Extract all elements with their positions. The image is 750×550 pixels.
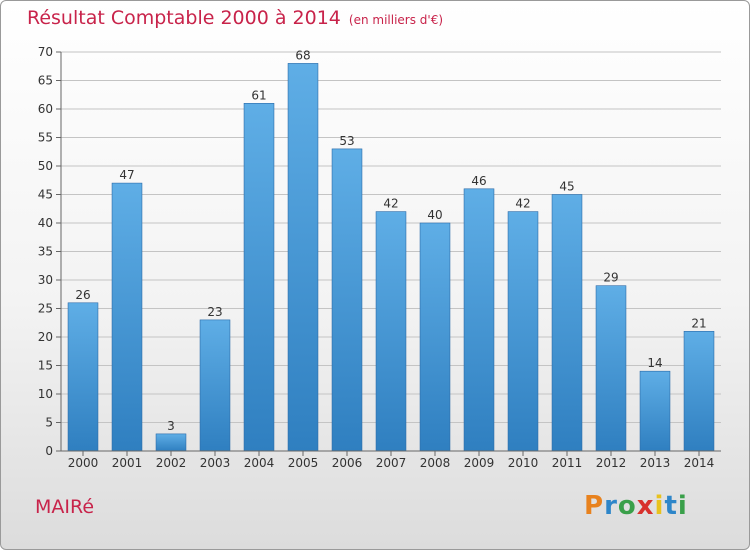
bar-2011 bbox=[551, 194, 583, 452]
chart-title: Résultat Comptable 2000 à 2014 bbox=[27, 7, 341, 29]
y-tick-label: 15 bbox=[38, 359, 53, 373]
bar-2006 bbox=[331, 148, 363, 452]
x-tick-label-2009: 2009 bbox=[464, 456, 495, 470]
x-tick-label-2002: 2002 bbox=[156, 456, 187, 470]
data-label-2002: 3 bbox=[167, 419, 175, 433]
x-tick-label-2014: 2014 bbox=[684, 456, 715, 470]
x-tick-label-2005: 2005 bbox=[288, 456, 319, 470]
x-tick-label-2007: 2007 bbox=[376, 456, 407, 470]
logo-letter: x bbox=[636, 491, 655, 521]
bar-2012 bbox=[595, 285, 627, 452]
data-label-2003: 23 bbox=[207, 305, 222, 319]
data-label-2013: 14 bbox=[647, 356, 662, 370]
data-label-2000: 26 bbox=[75, 288, 90, 302]
commune-name: MAIRé bbox=[35, 496, 95, 518]
y-tick-label: 25 bbox=[38, 302, 53, 316]
data-label-2007: 42 bbox=[383, 197, 398, 211]
x-tick-label-2012: 2012 bbox=[596, 456, 627, 470]
logo-letter: i bbox=[654, 491, 665, 521]
y-axis: 0 5 10 15 20 25 30 35 40 45 50 55 60 65 70 bbox=[38, 45, 62, 458]
y-tick-label: 65 bbox=[38, 74, 53, 88]
x-tick-label-2006: 2006 bbox=[332, 456, 363, 470]
x-axis: 2000 2001 2002 2003 2004 2005 2006 2007 2008 2009… bbox=[61, 450, 721, 470]
data-label-2006: 53 bbox=[339, 134, 354, 148]
chart-unit: (en milliers d'€) bbox=[348, 13, 444, 27]
bar-2002 bbox=[155, 433, 187, 452]
y-tick-label: 60 bbox=[38, 102, 53, 116]
bar-2013 bbox=[639, 370, 671, 452]
bar-2008 bbox=[419, 222, 451, 452]
data-label-2009: 46 bbox=[471, 174, 486, 188]
logo-letter: r bbox=[604, 491, 618, 521]
x-tick-label-2003: 2003 bbox=[200, 456, 231, 470]
bar-2003 bbox=[199, 319, 231, 452]
y-tick-label: 40 bbox=[38, 216, 53, 230]
data-label-2014: 21 bbox=[691, 316, 706, 330]
logo-letter: i bbox=[677, 491, 688, 521]
y-tick-label: 30 bbox=[38, 273, 53, 287]
bar-2014 bbox=[683, 330, 715, 452]
bar-2010 bbox=[507, 211, 539, 452]
bar-2000 bbox=[67, 302, 99, 452]
logo-letter: P bbox=[584, 491, 605, 521]
bar-2001 bbox=[111, 182, 143, 452]
x-tick-label-2004: 2004 bbox=[244, 456, 275, 470]
data-label-2011: 45 bbox=[559, 180, 574, 194]
proxiti-logo[interactable]: Proxiti bbox=[584, 491, 688, 521]
data-label-2010: 42 bbox=[515, 197, 530, 211]
y-tick-label: 45 bbox=[38, 188, 53, 202]
y-tick-label: 5 bbox=[45, 416, 53, 430]
y-tick-label: 0 bbox=[45, 444, 53, 458]
chart-title-block: Résultat Comptable 2000 à 2014 (en millie… bbox=[27, 7, 443, 29]
x-tick-label-2000: 2000 bbox=[68, 456, 99, 470]
x-tick-label-2013: 2013 bbox=[640, 456, 671, 470]
y-tick-label: 50 bbox=[38, 159, 53, 173]
x-tick-label-2008: 2008 bbox=[420, 456, 451, 470]
y-tick-label: 10 bbox=[38, 387, 53, 401]
data-label-2008: 40 bbox=[427, 208, 442, 222]
data-label-2004: 61 bbox=[251, 88, 266, 102]
y-tick-label: 35 bbox=[38, 245, 53, 259]
bar-2004 bbox=[243, 103, 275, 452]
bar-2009 bbox=[463, 188, 495, 452]
x-tick-label-2011: 2011 bbox=[552, 456, 583, 470]
y-tick-label: 55 bbox=[38, 131, 53, 145]
y-tick-label: 70 bbox=[38, 45, 53, 59]
x-tick-label-2001: 2001 bbox=[112, 456, 143, 470]
data-label-2012: 29 bbox=[603, 271, 618, 285]
x-tick-label-2010: 2010 bbox=[508, 456, 539, 470]
data-label-2001: 47 bbox=[119, 168, 134, 182]
logo-letter: o bbox=[617, 491, 637, 521]
bar-2005 bbox=[287, 63, 319, 452]
logo-letter: t bbox=[664, 491, 678, 521]
y-tick-label: 20 bbox=[38, 330, 53, 344]
data-label-2005: 68 bbox=[295, 48, 310, 62]
bar-2007 bbox=[375, 211, 407, 452]
bars: 26 47 3 23 61 68 53 42 40 46 42 45 29 14 21 bbox=[67, 48, 715, 452]
